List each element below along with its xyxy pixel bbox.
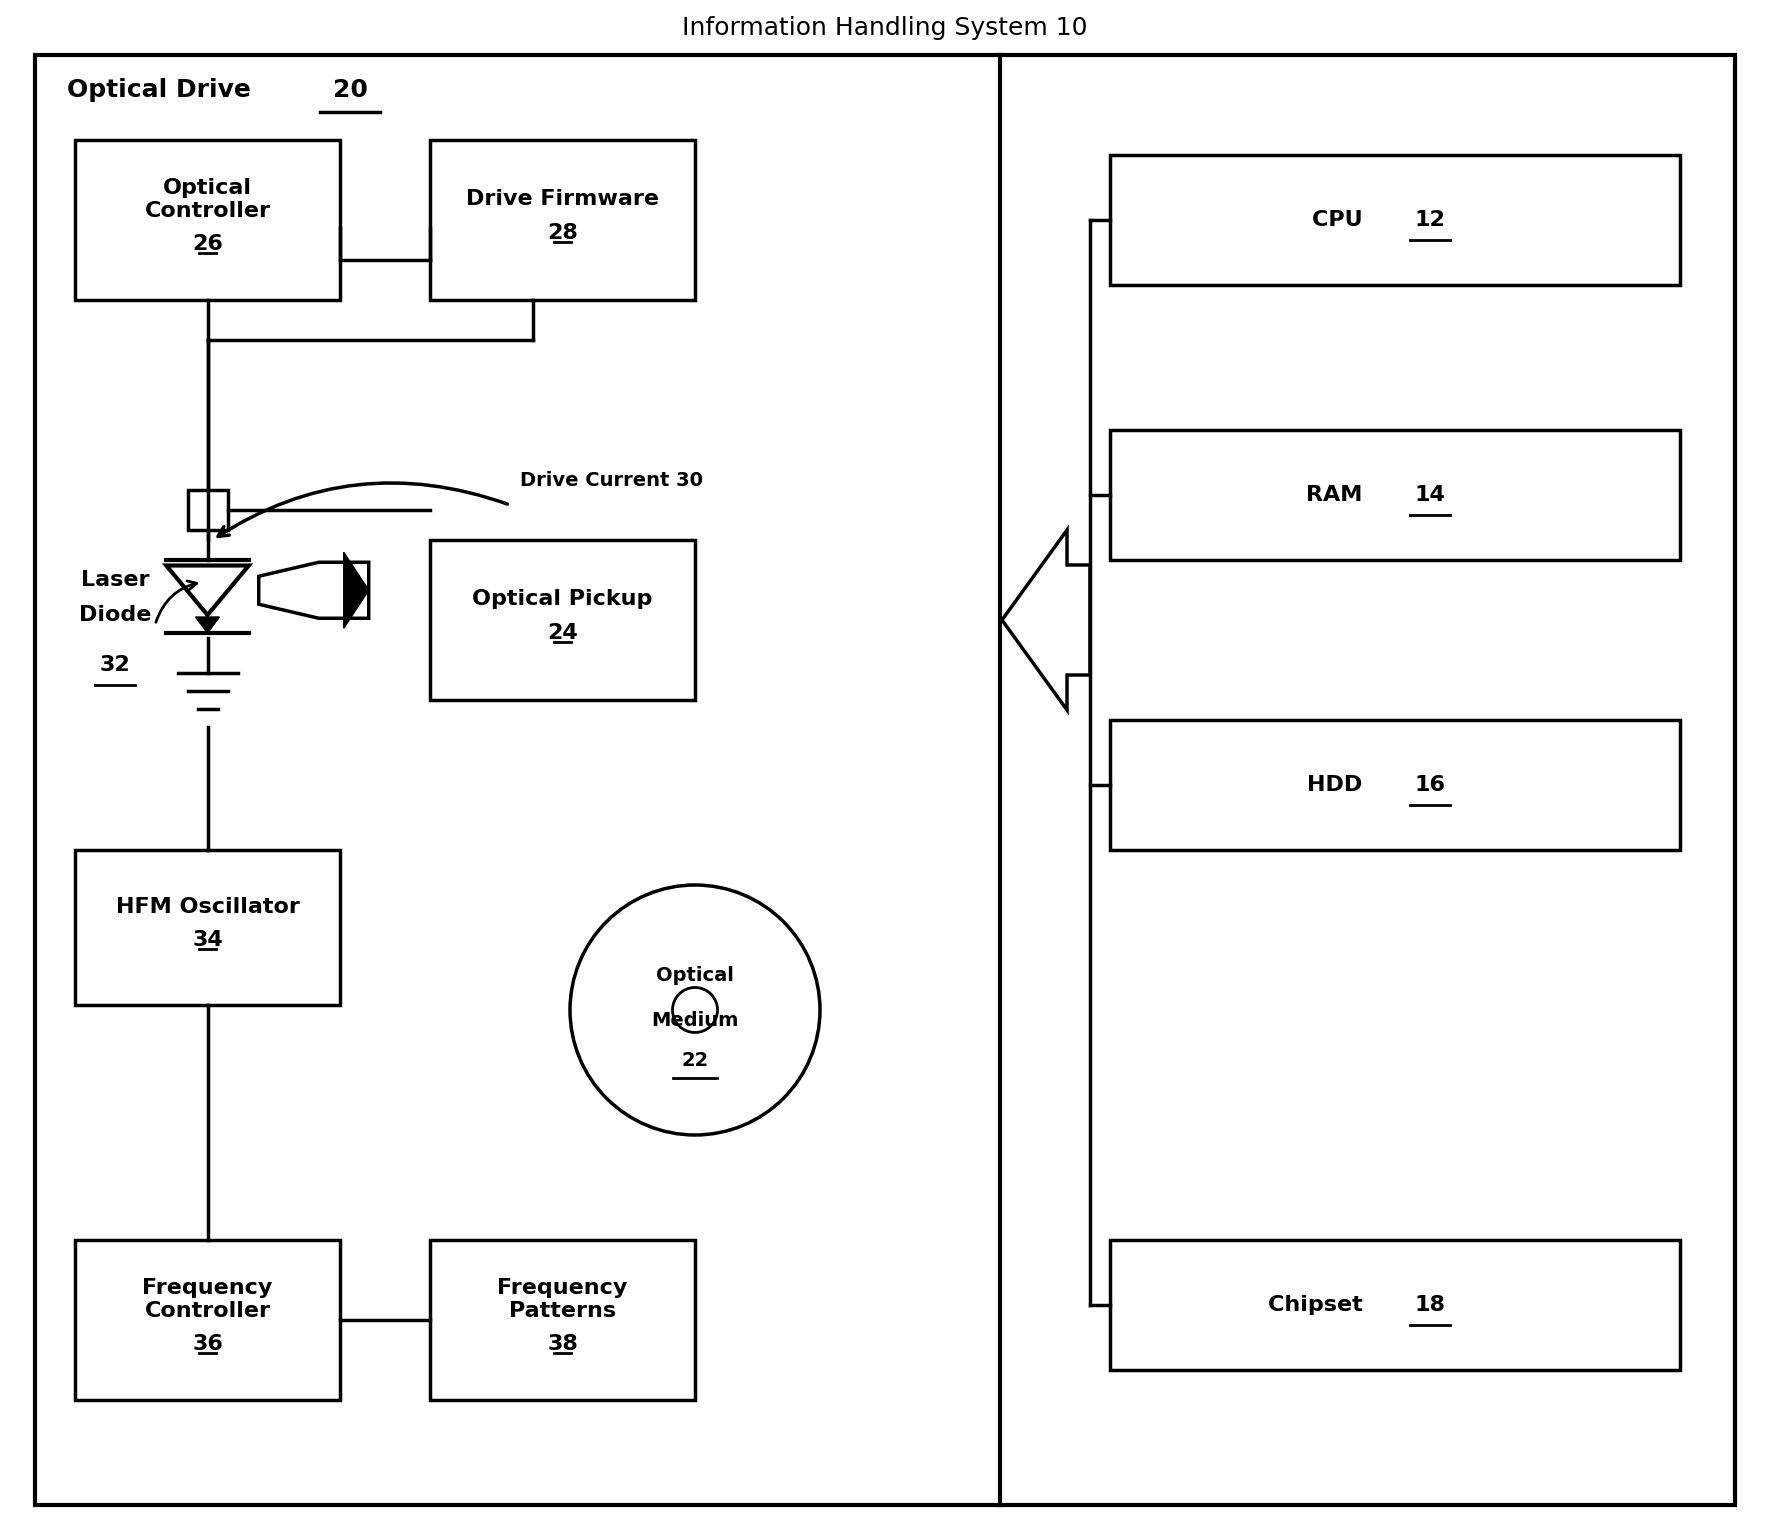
Text: 22: 22 <box>681 1051 708 1070</box>
Text: Chipset: Chipset <box>1267 1296 1370 1316</box>
Text: 14: 14 <box>1414 484 1446 504</box>
Polygon shape <box>343 552 368 628</box>
Text: 36: 36 <box>193 1334 223 1354</box>
Bar <box>430 539 696 700</box>
Text: Drive Current 30: Drive Current 30 <box>520 471 703 489</box>
Text: Patterns: Patterns <box>510 1300 616 1320</box>
Bar <box>430 141 696 299</box>
Text: Controller: Controller <box>145 200 271 220</box>
Bar <box>74 1241 340 1400</box>
Text: Frequency: Frequency <box>497 1279 628 1299</box>
Bar <box>1110 720 1680 850</box>
Text: Laser: Laser <box>81 570 149 590</box>
Text: 34: 34 <box>193 931 223 950</box>
Text: 24: 24 <box>547 623 577 643</box>
Bar <box>74 141 340 299</box>
Text: Medium: Medium <box>651 1010 738 1030</box>
Text: Controller: Controller <box>145 1300 271 1320</box>
Bar <box>188 490 228 530</box>
Polygon shape <box>195 617 219 633</box>
Text: CPU: CPU <box>1312 209 1370 231</box>
Text: Optical Drive: Optical Drive <box>67 78 260 102</box>
Text: 38: 38 <box>547 1334 579 1354</box>
Text: Diode: Diode <box>80 605 150 625</box>
Text: 26: 26 <box>193 234 223 254</box>
Bar <box>430 1241 696 1400</box>
Text: 20: 20 <box>333 78 368 102</box>
Text: 28: 28 <box>547 223 579 243</box>
Bar <box>1110 1241 1680 1371</box>
Text: Drive Firmware: Drive Firmware <box>466 189 658 209</box>
Text: Optical Pickup: Optical Pickup <box>473 590 653 610</box>
Text: HDD: HDD <box>1306 775 1370 795</box>
Text: 12: 12 <box>1414 209 1446 231</box>
Text: RAM: RAM <box>1306 484 1370 504</box>
Text: Frequency: Frequency <box>142 1279 273 1299</box>
Text: HFM Oscillator: HFM Oscillator <box>115 897 299 917</box>
Text: 16: 16 <box>1414 775 1446 795</box>
Text: 32: 32 <box>99 656 131 675</box>
Text: Optical: Optical <box>163 179 251 199</box>
Bar <box>74 850 340 1005</box>
Bar <box>1110 154 1680 286</box>
Text: Information Handling System 10: Information Handling System 10 <box>681 15 1089 40</box>
Text: Optical: Optical <box>657 966 735 984</box>
Text: 18: 18 <box>1414 1296 1446 1316</box>
Bar <box>1110 429 1680 559</box>
